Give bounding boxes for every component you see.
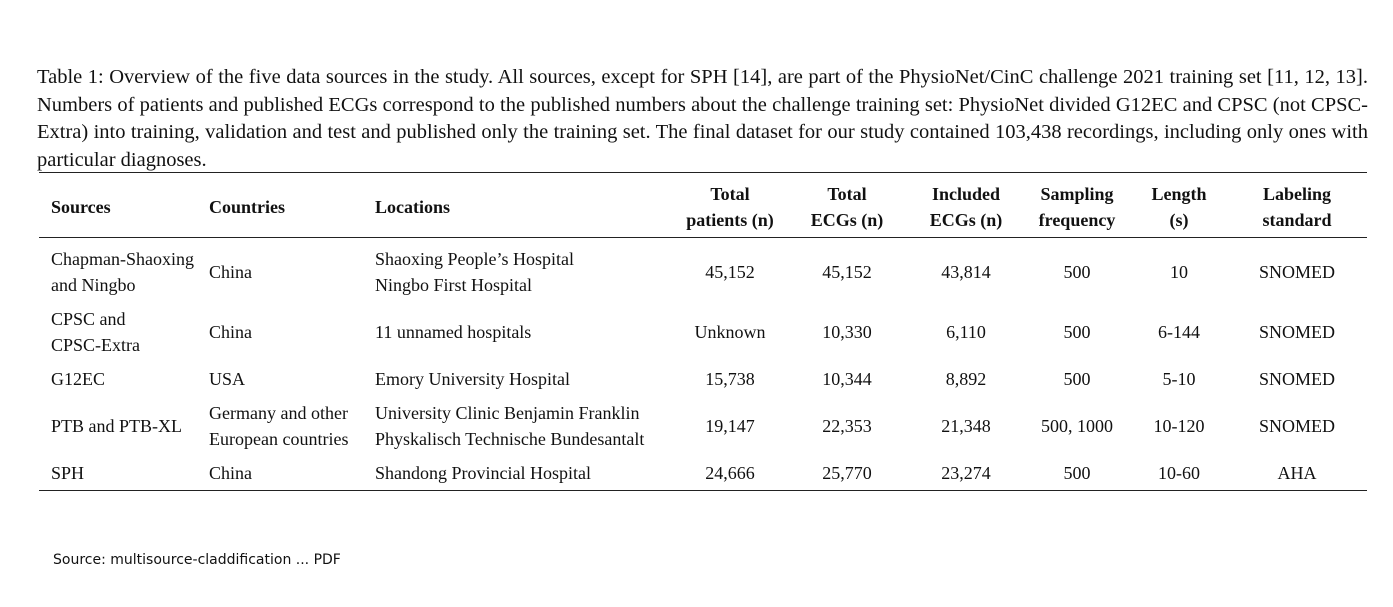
table-row: G12EC USA Emory University Hospital 15,7… bbox=[39, 362, 1367, 396]
cell-countries: China bbox=[209, 262, 252, 282]
cell-total-ecgs: 45,152 bbox=[822, 262, 872, 282]
cell-length: 10-120 bbox=[1153, 416, 1205, 436]
cell-total-patients: 19,147 bbox=[705, 416, 755, 436]
cell-labeling-standard: SNOMED bbox=[1258, 322, 1335, 342]
cell-total-ecgs: 10,344 bbox=[822, 369, 872, 389]
cell-length: 10 bbox=[1170, 262, 1188, 282]
cell-labeling-standard: SNOMED bbox=[1258, 262, 1335, 282]
header-sources: Sources bbox=[51, 197, 111, 217]
cell-source: CPSC and CPSC-Extra bbox=[51, 309, 141, 355]
table-row: Chapman-Shaoxing and Ningbo China Shaoxin… bbox=[39, 238, 1367, 303]
cell-sampling-frequency: 500 bbox=[1063, 463, 1091, 483]
cell-labeling-standard: SNOMED bbox=[1258, 416, 1335, 436]
cell-countries: Germany and other European countries bbox=[209, 403, 349, 449]
table-row: CPSC and CPSC-Extra China 11 unnamed hosp… bbox=[39, 302, 1367, 362]
cell-total-patients: 45,152 bbox=[705, 262, 755, 282]
cell-length: 6-144 bbox=[1158, 322, 1200, 342]
source-note: Source: multisource-claddification ... P… bbox=[53, 552, 341, 568]
cell-sampling-frequency: 500 bbox=[1063, 322, 1091, 342]
cell-countries: China bbox=[209, 463, 252, 483]
header-labeling-standard: Labeling standard bbox=[1262, 184, 1332, 230]
cell-included-ecgs: 23,274 bbox=[941, 463, 991, 483]
header-total-ecgs: Total ECGs (n) bbox=[810, 184, 884, 230]
cell-locations: 11 unnamed hospitals bbox=[375, 322, 532, 342]
cell-total-patients: Unknown bbox=[694, 322, 766, 342]
table-row: PTB and PTB-XL Germany and other European… bbox=[39, 396, 1367, 456]
cell-total-patients: 15,738 bbox=[705, 369, 755, 389]
cell-locations: Shandong Provincial Hospital bbox=[375, 463, 591, 483]
cell-included-ecgs: 6,110 bbox=[946, 322, 986, 342]
header-countries: Countries bbox=[209, 197, 285, 217]
cell-labeling-standard: AHA bbox=[1277, 463, 1317, 483]
cell-included-ecgs: 8,892 bbox=[945, 369, 987, 389]
cell-length: 5-10 bbox=[1162, 369, 1196, 389]
cell-length: 10-60 bbox=[1158, 463, 1200, 483]
table-row: SPH China Shandong Provincial Hospital 2… bbox=[39, 456, 1367, 491]
header-locations: Locations bbox=[375, 197, 451, 217]
cell-source: SPH bbox=[51, 463, 85, 483]
header-total-patients: Total patients (n) bbox=[686, 184, 774, 230]
cell-sampling-frequency: 500, 1000 bbox=[1041, 416, 1113, 436]
table-caption: Table 1: Overview of the five data sourc… bbox=[37, 66, 1368, 171]
cell-locations: Shaoxing People’s Hospital Ningbo First H… bbox=[375, 249, 574, 295]
cell-total-ecgs: 25,770 bbox=[822, 463, 872, 483]
cell-total-patients: 24,666 bbox=[705, 463, 755, 483]
cell-included-ecgs: 43,814 bbox=[941, 262, 991, 282]
header-included-ecgs: Included ECGs (n) bbox=[929, 184, 1003, 230]
data-sources-table: Sources Countries Locations Total patient… bbox=[39, 172, 1367, 491]
cell-countries: USA bbox=[209, 369, 246, 389]
table-header-row: Sources Countries Locations Total patient… bbox=[39, 172, 1367, 238]
cell-source: G12EC bbox=[51, 369, 105, 389]
cell-source: Chapman-Shaoxing and Ningbo bbox=[51, 249, 194, 295]
header-length: Length (s) bbox=[1151, 184, 1207, 230]
header-sampling-frequency: Sampling frequency bbox=[1038, 184, 1116, 230]
cell-total-ecgs: 22,353 bbox=[822, 416, 872, 436]
cell-sampling-frequency: 500 bbox=[1063, 262, 1091, 282]
cell-included-ecgs: 21,348 bbox=[941, 416, 991, 436]
cell-sampling-frequency: 500 bbox=[1063, 369, 1091, 389]
cell-locations: University Clinic Benjamin Franklin Physk… bbox=[375, 403, 645, 449]
cell-source: PTB and PTB-XL bbox=[51, 416, 183, 436]
cell-countries: China bbox=[209, 322, 252, 342]
cell-locations: Emory University Hospital bbox=[375, 369, 570, 389]
cell-labeling-standard: SNOMED bbox=[1258, 369, 1335, 389]
cell-total-ecgs: 10,330 bbox=[822, 322, 872, 342]
